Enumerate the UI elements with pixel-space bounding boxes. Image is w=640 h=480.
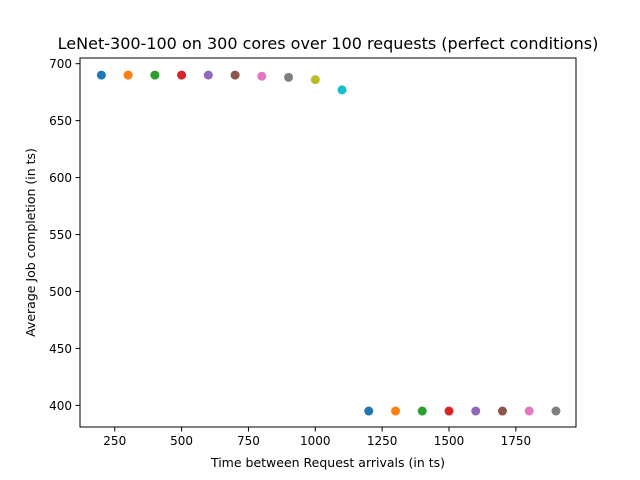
- plot-area-frame: [79, 57, 577, 428]
- data-point: [123, 70, 133, 80]
- data-point: [96, 70, 106, 80]
- data-point: [497, 406, 507, 416]
- y-tick-label: 600: [49, 171, 72, 185]
- x-axis-ticks: 250 500 750 1000 1250 1500 1750: [103, 427, 531, 448]
- data-point: [471, 406, 481, 416]
- x-tick-label: 500: [170, 434, 193, 448]
- y-tick-label: 700: [49, 57, 72, 71]
- data-point: [417, 406, 427, 416]
- x-tick-label: 1500: [434, 434, 465, 448]
- data-point: [444, 406, 454, 416]
- y-tick-label: 650: [49, 114, 72, 128]
- data-point: [391, 406, 401, 416]
- y-axis-label: Average Job completion (in ts): [23, 148, 38, 337]
- y-tick-label: 400: [49, 399, 72, 413]
- data-point: [150, 70, 160, 80]
- chart-title: LeNet-300-100 on 300 cores over 100 requ…: [58, 34, 599, 53]
- data-point: [337, 85, 347, 95]
- data-point: [551, 406, 561, 416]
- data-point: [257, 71, 267, 81]
- data-point: [203, 70, 213, 80]
- y-axis-ticks: 400 450 500 550 600 650 700: [49, 57, 80, 413]
- x-tick-label: 1000: [300, 434, 331, 448]
- y-tick-label: 450: [49, 342, 72, 356]
- data-points: [96, 70, 561, 416]
- data-point: [364, 406, 374, 416]
- data-point: [524, 406, 534, 416]
- x-tick-label: 1750: [501, 434, 532, 448]
- x-tick-label: 1250: [367, 434, 398, 448]
- x-axis-label: Time between Request arrivals (in ts): [210, 455, 445, 470]
- data-point: [177, 70, 187, 80]
- data-point: [310, 75, 320, 85]
- x-tick-label: 750: [237, 434, 260, 448]
- y-tick-label: 550: [49, 228, 72, 242]
- data-point: [284, 72, 294, 82]
- data-point: [230, 70, 240, 80]
- x-tick-label: 250: [103, 434, 126, 448]
- y-tick-label: 500: [49, 285, 72, 299]
